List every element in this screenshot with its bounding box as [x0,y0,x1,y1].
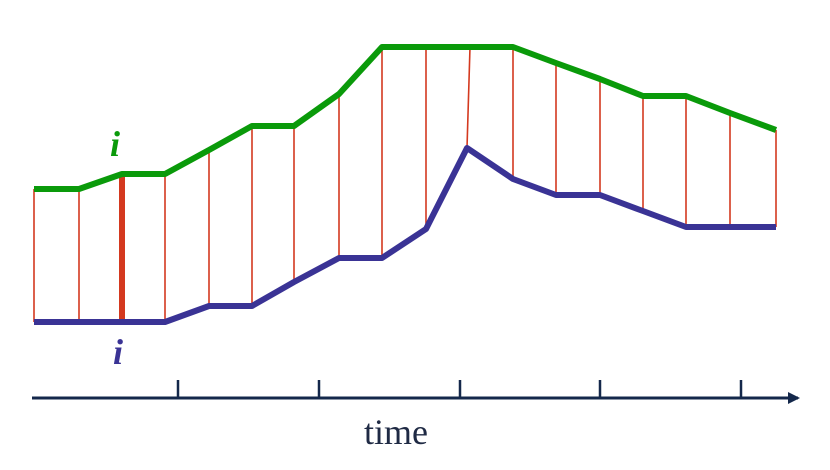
lower-sequence-curve [34,145,776,325]
time-axis-ticks [176,380,743,398]
correspondence-link [466,46,471,149]
correspondence-links [33,46,777,322]
lower-label-i: i [113,332,123,372]
upper-sequence-curve [34,44,778,192]
time-axis-label: time [364,412,428,452]
upper-label-i: i [110,124,120,164]
